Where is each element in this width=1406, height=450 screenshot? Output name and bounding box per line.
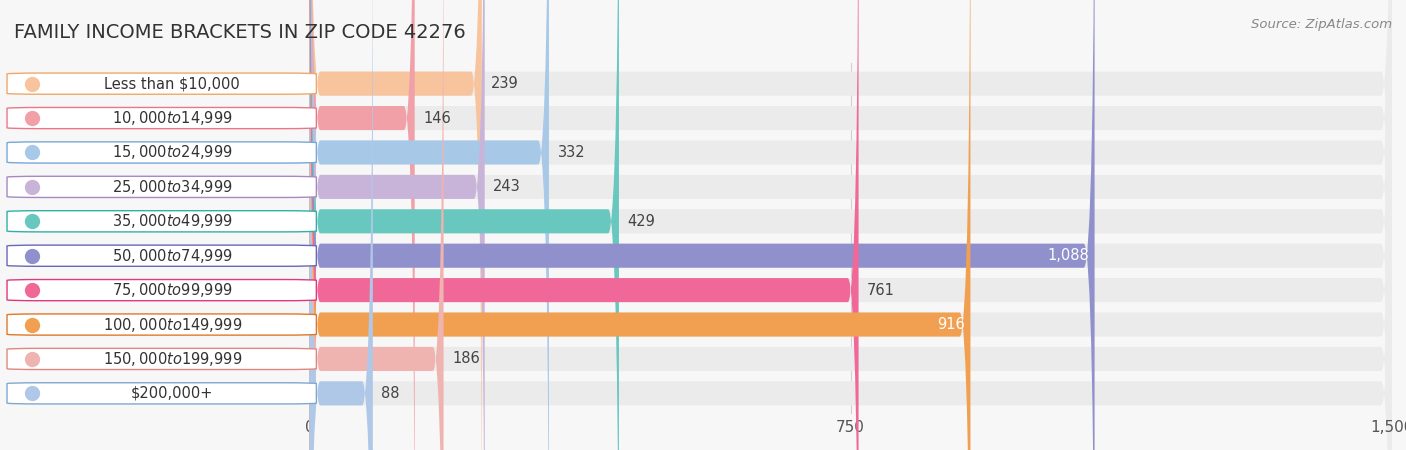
FancyBboxPatch shape [309, 0, 619, 450]
Text: FAMILY INCOME BRACKETS IN ZIP CODE 42276: FAMILY INCOME BRACKETS IN ZIP CODE 42276 [14, 22, 465, 41]
Text: $75,000 to $99,999: $75,000 to $99,999 [112, 281, 232, 299]
Text: 239: 239 [491, 76, 519, 91]
Text: 1,088: 1,088 [1047, 248, 1088, 263]
FancyBboxPatch shape [309, 0, 859, 450]
FancyBboxPatch shape [309, 0, 1392, 450]
FancyBboxPatch shape [309, 0, 1392, 450]
FancyBboxPatch shape [7, 176, 316, 198]
Text: $15,000 to $24,999: $15,000 to $24,999 [112, 144, 232, 162]
FancyBboxPatch shape [309, 0, 415, 450]
FancyBboxPatch shape [309, 0, 1392, 450]
Text: 146: 146 [423, 111, 451, 126]
FancyBboxPatch shape [7, 314, 316, 335]
Text: Less than $10,000: Less than $10,000 [104, 76, 240, 91]
FancyBboxPatch shape [7, 348, 316, 369]
FancyBboxPatch shape [309, 0, 1392, 450]
FancyBboxPatch shape [309, 0, 1392, 450]
Text: Source: ZipAtlas.com: Source: ZipAtlas.com [1251, 18, 1392, 31]
FancyBboxPatch shape [309, 0, 1392, 450]
Text: 88: 88 [381, 386, 399, 401]
FancyBboxPatch shape [309, 0, 1392, 450]
FancyBboxPatch shape [7, 211, 316, 232]
FancyBboxPatch shape [309, 0, 548, 450]
FancyBboxPatch shape [7, 142, 316, 163]
FancyBboxPatch shape [309, 0, 482, 450]
Text: 916: 916 [936, 317, 965, 332]
FancyBboxPatch shape [7, 108, 316, 129]
FancyBboxPatch shape [7, 245, 316, 266]
Text: $100,000 to $149,999: $100,000 to $149,999 [103, 315, 242, 333]
FancyBboxPatch shape [309, 0, 485, 450]
FancyBboxPatch shape [309, 0, 373, 450]
FancyBboxPatch shape [309, 0, 1392, 450]
Text: $10,000 to $14,999: $10,000 to $14,999 [112, 109, 232, 127]
Text: 761: 761 [868, 283, 896, 297]
Text: $50,000 to $74,999: $50,000 to $74,999 [112, 247, 232, 265]
FancyBboxPatch shape [309, 0, 1392, 450]
Text: 429: 429 [627, 214, 655, 229]
Text: 332: 332 [558, 145, 585, 160]
Text: 186: 186 [453, 351, 479, 366]
Text: 243: 243 [494, 180, 522, 194]
FancyBboxPatch shape [7, 279, 316, 301]
FancyBboxPatch shape [309, 0, 970, 450]
Text: $25,000 to $34,999: $25,000 to $34,999 [112, 178, 232, 196]
Text: $200,000+: $200,000+ [131, 386, 214, 401]
Text: $150,000 to $199,999: $150,000 to $199,999 [103, 350, 242, 368]
FancyBboxPatch shape [309, 0, 1095, 450]
FancyBboxPatch shape [7, 383, 316, 404]
FancyBboxPatch shape [309, 0, 443, 450]
FancyBboxPatch shape [7, 73, 316, 94]
FancyBboxPatch shape [309, 0, 1392, 450]
Text: $35,000 to $49,999: $35,000 to $49,999 [112, 212, 232, 230]
